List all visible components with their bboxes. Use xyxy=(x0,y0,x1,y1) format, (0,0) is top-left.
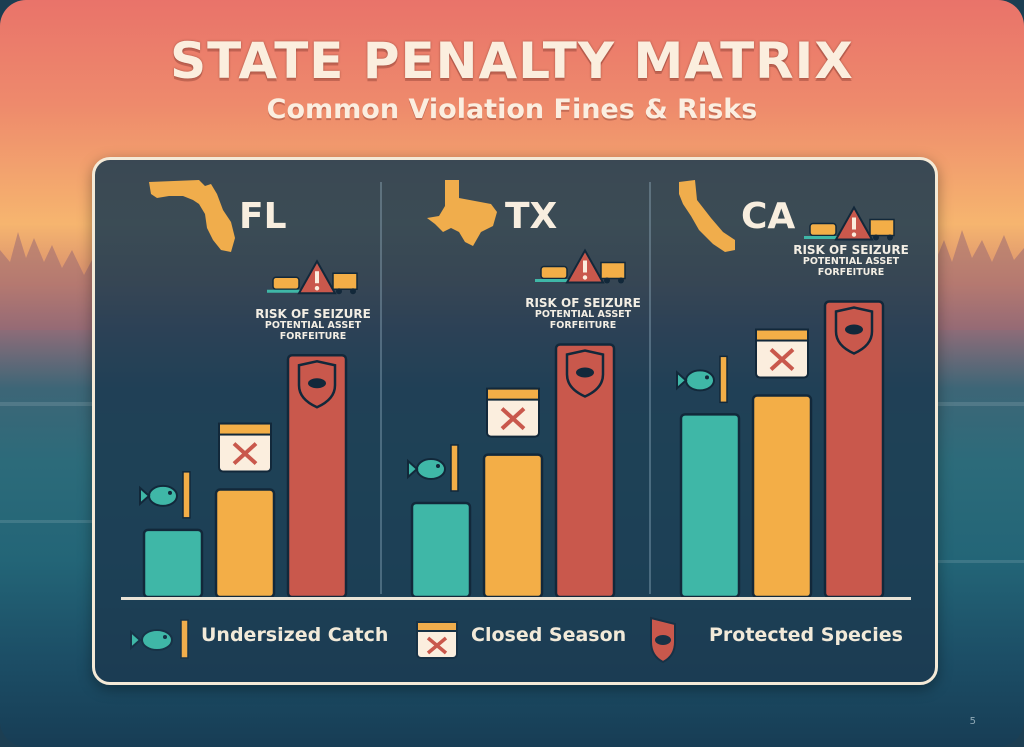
bar-tx-protected xyxy=(554,343,616,599)
california-map-icon xyxy=(679,180,735,252)
fish-eye-icon xyxy=(168,490,172,495)
truck-wheel-icon xyxy=(336,288,342,295)
boat-icon xyxy=(272,276,300,290)
shield-icon xyxy=(565,349,605,398)
calendar-header-icon xyxy=(218,422,272,436)
section-divider xyxy=(380,182,382,594)
shield-fish-icon xyxy=(845,324,863,335)
bar-fl-undersized xyxy=(142,528,204,599)
truck-wheel-icon xyxy=(873,234,879,241)
shield-icon xyxy=(297,359,337,409)
calendar-header-icon xyxy=(486,387,540,401)
fish-tail-icon xyxy=(676,370,688,391)
chart-baseline xyxy=(121,597,911,600)
bar-ca-undersized xyxy=(679,413,741,599)
chart-panel: FL TX CA RISK OF SEIZURE POTENTIAL ASSET… xyxy=(92,157,938,685)
x-mark-icon xyxy=(500,407,526,431)
legend-icons xyxy=(130,616,676,664)
fish-icon xyxy=(416,457,446,480)
truck-wheel-icon xyxy=(887,234,893,241)
x-mark-icon xyxy=(232,442,258,466)
risk-note-ca: RISK OF SEIZURE POTENTIAL ASSET FORFEITU… xyxy=(793,243,909,278)
truck-wheel-icon xyxy=(604,277,610,284)
legend-fish-icon xyxy=(130,619,189,659)
calendar-header-icon xyxy=(755,328,809,342)
truck-wheel-icon xyxy=(350,288,356,295)
ruler-icon xyxy=(182,471,191,519)
page-subtitle: Common Violation Fines & Risks xyxy=(266,94,758,125)
warning-mark-icon xyxy=(852,217,856,230)
florida-map-icon xyxy=(149,180,235,252)
warning-dot-icon xyxy=(582,275,588,280)
truck-icon xyxy=(869,218,895,237)
fish-eye-icon xyxy=(436,463,440,468)
legend-label-closed-season: Closed Season xyxy=(471,624,627,646)
fish-icon xyxy=(148,484,178,507)
bar-ca-closed-season xyxy=(751,394,813,599)
texas-map-icon xyxy=(427,180,497,246)
truck-icon xyxy=(332,272,358,290)
page-number: 5 xyxy=(969,716,976,727)
bar-fl-protected xyxy=(286,353,348,599)
legend-label-undersized: Undersized Catch xyxy=(201,624,389,646)
bar-fl-closed-season xyxy=(214,488,276,599)
boat-icon xyxy=(540,265,568,280)
truck-icon xyxy=(600,261,626,280)
bar-tx-closed-season xyxy=(482,453,544,599)
bar-ca-protected xyxy=(823,300,885,599)
fish-tail-icon xyxy=(407,458,419,480)
bar-chart xyxy=(139,205,895,599)
shield-icon xyxy=(834,306,874,355)
shield-fish-icon xyxy=(576,367,594,378)
risk-note-fl: RISK OF SEIZURE POTENTIAL ASSET FORFEITU… xyxy=(255,307,371,342)
fish-icon xyxy=(685,369,715,392)
page-title: STATE PENALTY MATRIX xyxy=(170,32,854,90)
state-label-ca: CA xyxy=(741,196,796,237)
warning-dot-icon xyxy=(851,232,857,237)
ruler-icon xyxy=(450,444,459,492)
x-mark-icon xyxy=(769,348,795,372)
warning-mark-icon xyxy=(315,271,319,284)
state-label-fl: FL xyxy=(239,196,287,237)
warning-dot-icon xyxy=(314,286,320,291)
truck-wheel-icon xyxy=(618,277,624,284)
risk-note-tx: RISK OF SEIZURE POTENTIAL ASSET FORFEITU… xyxy=(525,296,641,331)
warning-mark-icon xyxy=(583,260,587,273)
fish-eye-icon xyxy=(705,375,709,380)
state-maps xyxy=(149,180,735,252)
legend-calendar-x-icon xyxy=(416,621,458,659)
ruler-icon xyxy=(719,355,728,404)
bar-tx-undersized xyxy=(410,501,472,599)
fish-tail-icon xyxy=(139,485,151,507)
shield-fish-icon xyxy=(308,378,326,389)
legend-shield-icon xyxy=(650,616,676,664)
legend-label-protected: Protected Species xyxy=(709,624,903,646)
state-label-tx: TX xyxy=(505,196,558,237)
boat-icon xyxy=(809,222,837,237)
section-divider xyxy=(649,182,651,594)
